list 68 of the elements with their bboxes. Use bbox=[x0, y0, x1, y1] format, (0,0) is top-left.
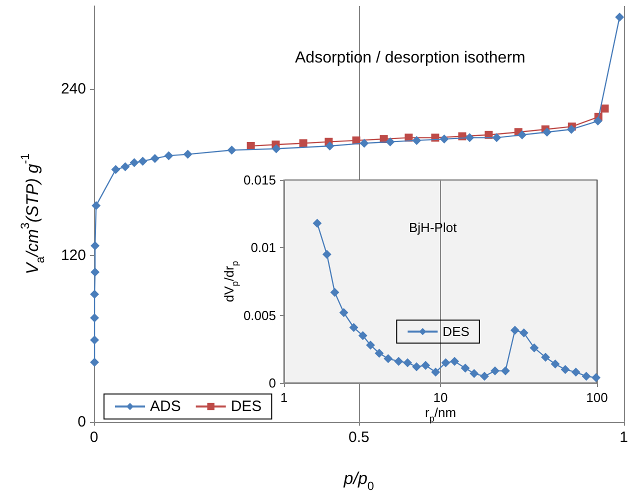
point bbox=[490, 366, 500, 376]
point bbox=[412, 136, 422, 145]
point bbox=[366, 340, 375, 350]
legend-label: DES bbox=[230, 398, 262, 415]
point bbox=[615, 12, 624, 22]
point bbox=[403, 358, 412, 368]
x-tick-label: 1 bbox=[280, 390, 288, 405]
text: Adsorption / desorption isotherm bbox=[295, 49, 526, 66]
point bbox=[384, 354, 393, 364]
point bbox=[460, 364, 470, 373]
y-tick-label: 0.005 bbox=[243, 308, 276, 323]
y-tick-label: 240 bbox=[60, 80, 86, 98]
y-axis-title: Va/cm3(STP) g-1 bbox=[18, 152, 47, 274]
x-tick-label: 1 bbox=[620, 428, 628, 446]
point bbox=[138, 156, 148, 166]
point bbox=[480, 372, 489, 381]
x-tick-label: 0.5 bbox=[348, 428, 370, 446]
point bbox=[492, 133, 502, 142]
point bbox=[325, 141, 334, 150]
point bbox=[470, 369, 479, 378]
point bbox=[412, 362, 422, 372]
x-tick-label: 0 bbox=[90, 428, 98, 446]
point bbox=[299, 139, 308, 148]
y-axis-title: dVp/drp bbox=[222, 260, 240, 302]
point bbox=[272, 144, 281, 154]
point bbox=[92, 201, 101, 210]
point bbox=[227, 146, 236, 155]
point bbox=[374, 348, 384, 358]
point bbox=[150, 154, 160, 163]
point bbox=[510, 326, 520, 335]
point bbox=[111, 165, 120, 174]
point bbox=[120, 162, 130, 172]
point bbox=[593, 116, 602, 126]
point bbox=[90, 358, 100, 367]
x-tick-label: 10 bbox=[433, 390, 448, 405]
point bbox=[519, 328, 528, 338]
text: BjH-Plot bbox=[409, 220, 458, 235]
point bbox=[90, 313, 100, 322]
point bbox=[360, 138, 369, 148]
y-tick-label: 0.015 bbox=[243, 172, 276, 188]
point bbox=[500, 366, 510, 376]
y-tick-label: 0.01 bbox=[250, 240, 276, 256]
point bbox=[183, 150, 192, 159]
point bbox=[90, 241, 100, 250]
point bbox=[450, 356, 460, 366]
point bbox=[90, 336, 100, 345]
y-tick-label: 0 bbox=[268, 376, 276, 390]
point bbox=[394, 356, 404, 366]
point bbox=[542, 128, 552, 137]
point bbox=[386, 137, 395, 146]
x-tick-label: 100 bbox=[586, 390, 608, 405]
legend-label: DES bbox=[442, 324, 470, 340]
point bbox=[90, 268, 100, 277]
point bbox=[130, 158, 139, 168]
legend-label: ADS bbox=[150, 398, 181, 415]
point bbox=[441, 358, 450, 368]
point bbox=[90, 290, 100, 299]
point bbox=[431, 368, 440, 377]
y-tick-label: 0 bbox=[78, 413, 86, 430]
point bbox=[164, 151, 174, 160]
point bbox=[440, 134, 449, 144]
point bbox=[530, 343, 539, 352]
point bbox=[421, 360, 430, 370]
point bbox=[600, 104, 609, 113]
point bbox=[566, 124, 576, 134]
y-tick-label: 120 bbox=[60, 246, 86, 264]
point bbox=[465, 133, 474, 142]
point bbox=[518, 130, 527, 140]
